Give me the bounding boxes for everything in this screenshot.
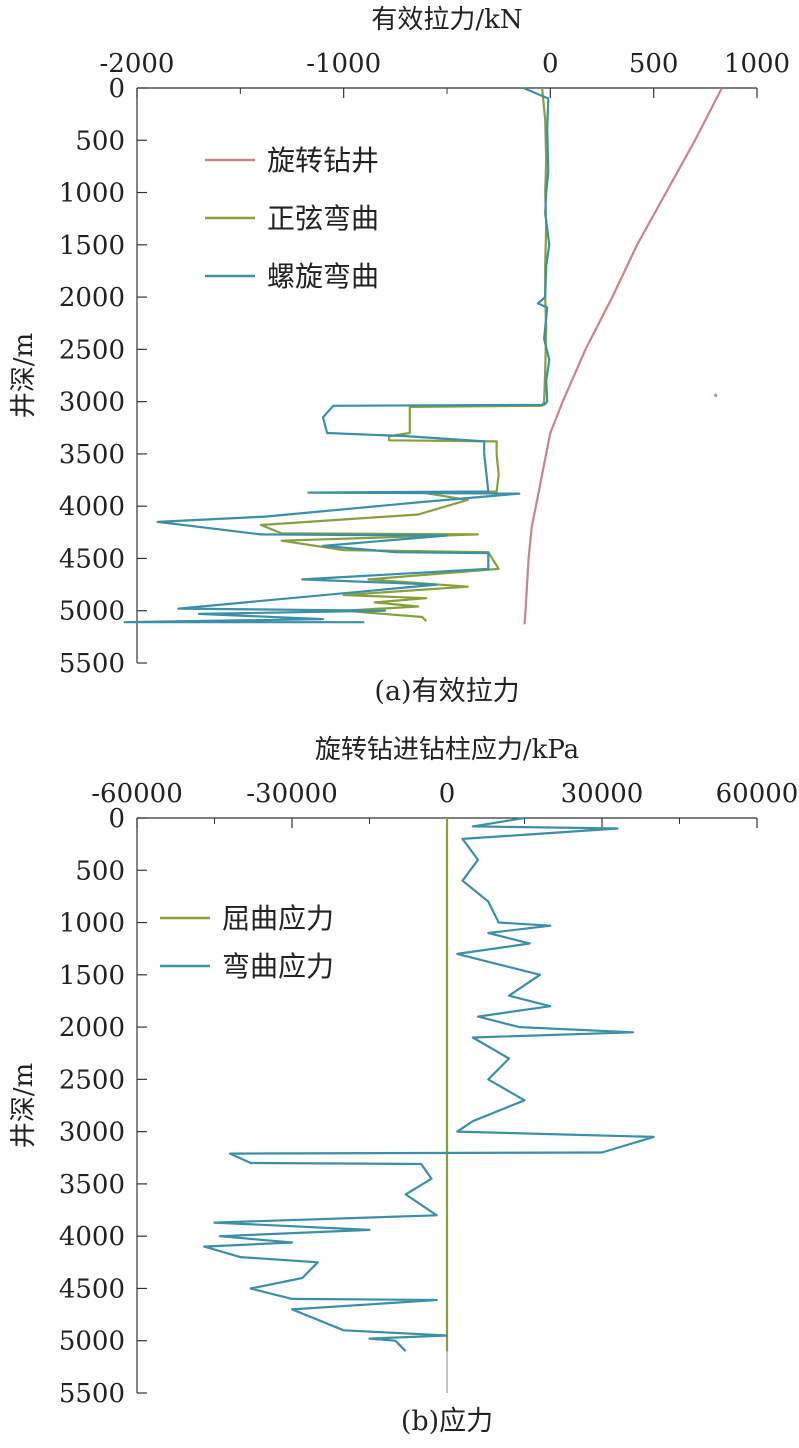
chart-a-y-tick-label: 2500 [59,335,125,365]
chart-b-x-tick-label: 60000 [716,779,799,809]
chart-a-y-tick-label: 500 [75,126,125,156]
chart-a-x-tick-label: -2000 [100,49,175,79]
chart-a-y-tick-label: 5000 [59,597,125,627]
chart-b-legend-label: 弯曲应力 [222,950,334,983]
chart-b-y-tick-label: 0 [108,804,125,834]
chart-b-y-tick-label: 2500 [59,1065,125,1095]
chart-a-y-tick-label: 1500 [59,231,125,261]
chart-a-x-tick-label: 0 [542,49,559,79]
chart-a-legend-label: 螺旋弯曲 [267,260,379,293]
chart-a-series-1-line [523,87,723,625]
chart-a-y-tick-label: 1000 [59,179,125,209]
chart-b-y-tick-label: 1000 [59,909,125,939]
chart-b-y-label: 井深/m [9,1063,39,1148]
chart-b-y-tick-label: 5000 [59,1327,125,1357]
chart-b-x-tick-label: -30000 [246,779,338,809]
chart-b-y-tick-label: 3500 [59,1170,125,1200]
chart-a-caption: (a)有效拉力 [374,676,519,707]
chart-b-caption: (b)应力 [401,1406,493,1437]
chart-a-x-tick-label: -1000 [306,49,381,79]
chart-b-series-2-line [203,816,655,1352]
chart-b-x-tick-label: -60000 [91,779,183,809]
chart-a-title: 有效拉力/kN [371,5,522,35]
chart-b-y-tick-label: 2000 [59,1013,125,1043]
chart-a-y-label: 井深/m [9,333,39,418]
chart-a-y-tick-label: 2000 [59,283,125,313]
chart-a-y-tick-label: 3500 [59,440,125,470]
chart-b-x-tick-label: 0 [439,779,456,809]
chart-b-y-tick-label: 3000 [59,1118,125,1148]
chart-b-y-tick-label: 1500 [59,961,125,991]
chart-a-legend-label: 正弦弯曲 [267,202,379,235]
chart-b-legend-label: 屈曲应力 [222,902,334,935]
chart-a-y-tick-label: 3000 [59,388,125,418]
chart-a-y-tick-label: 4000 [59,492,125,522]
chart-b-group [136,816,758,1394]
chart-a-outlier-point [714,393,718,397]
chart-a-series-3-line [123,86,551,624]
chart-b-x-tick-label: 30000 [561,779,644,809]
chart-b-title: 旋转钻进钻柱应力/kPa [315,735,579,765]
chart-b-y-tick-label: 5500 [59,1379,125,1409]
chart-a-y-tick-label: 5500 [59,649,125,679]
chart-b-y-tick-label: 4500 [59,1274,125,1304]
chart-a-legend-label: 旋转钻井 [267,144,379,177]
chart-a-x-tick-label: 1000 [724,49,790,79]
chart-b-y-tick-label: 500 [75,856,125,886]
chart-a-group [123,86,758,664]
chart-b-y-tick-label: 4000 [59,1222,125,1252]
chart-a-y-tick-label: 4500 [59,544,125,574]
chart-a-y-tick-label: 0 [108,74,125,104]
chart-a-x-tick-label: 500 [629,49,679,79]
